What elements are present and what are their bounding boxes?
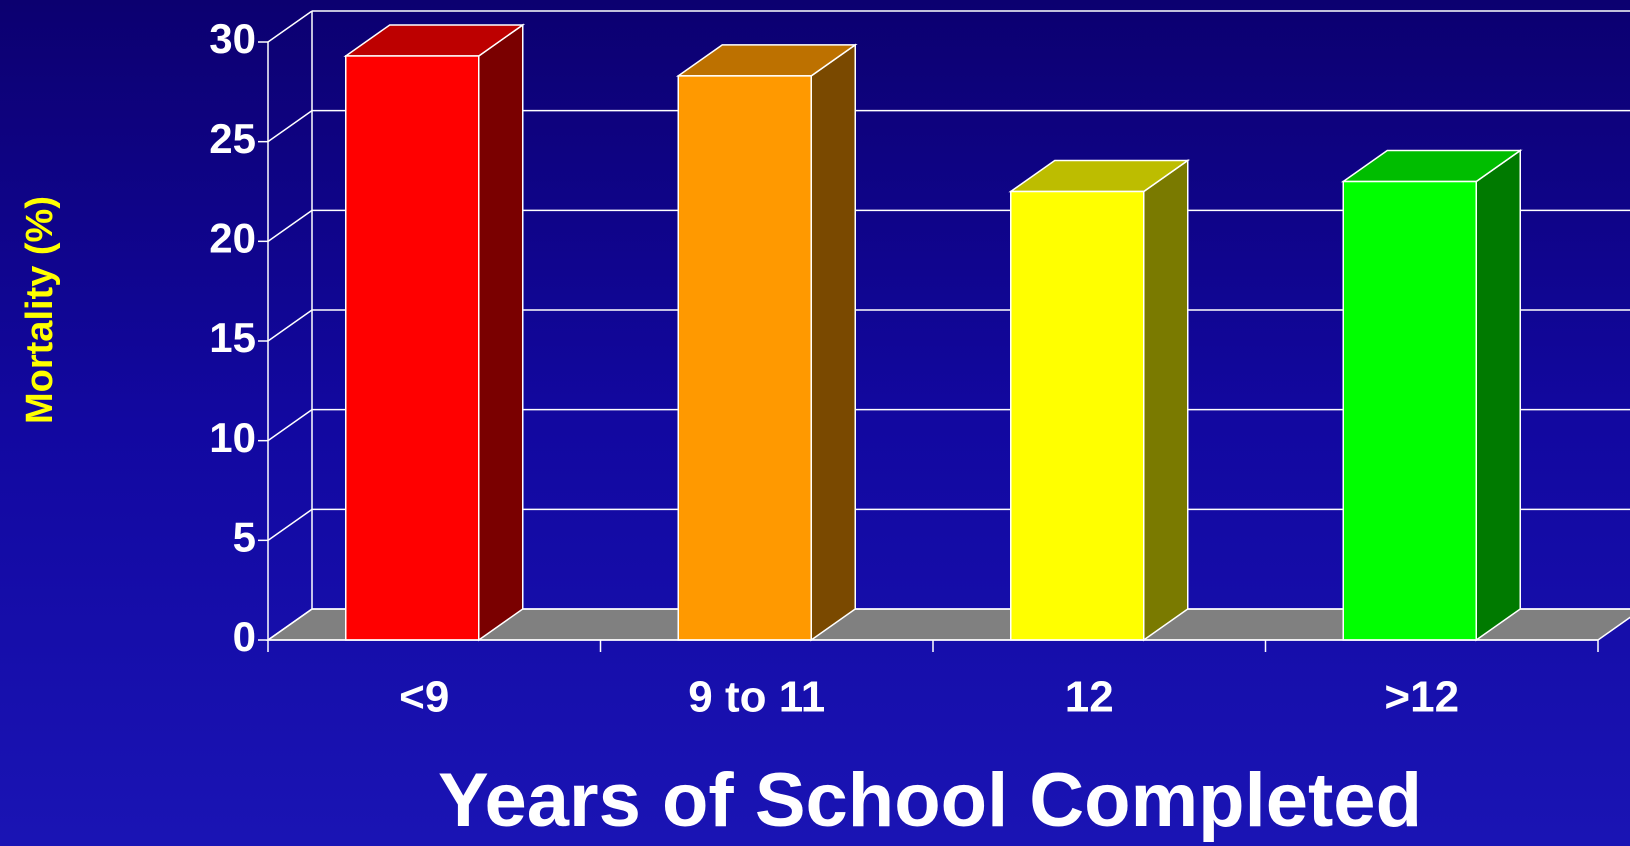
- x-axis-label: Years of School Completed: [438, 758, 1422, 843]
- bar-side: [1475, 149, 1521, 642]
- grid-line: [267, 110, 313, 143]
- x-tick-label: 12: [1065, 673, 1114, 722]
- y-tick-label: 5: [233, 513, 256, 560]
- bar: [345, 55, 480, 641]
- bar: [1010, 190, 1145, 641]
- x-tick-label: 9 to 11: [688, 673, 825, 722]
- bar-side: [478, 23, 524, 642]
- bar-side: [810, 43, 856, 642]
- y-tick-label: 15: [209, 314, 256, 361]
- x-tick-label: <9: [399, 673, 449, 722]
- grid-line: [267, 10, 313, 43]
- bar: [1342, 180, 1477, 641]
- grid-line: [267, 608, 313, 641]
- grid-line: [267, 409, 313, 442]
- y-tick-label: 10: [209, 414, 256, 461]
- grid-line: [267, 209, 313, 242]
- y-tick-label: 30: [209, 15, 256, 62]
- y-tick-label: 0: [233, 613, 256, 660]
- bar: [677, 75, 812, 641]
- grid-line: [267, 508, 313, 541]
- y-axis-label: Mortality (%): [19, 196, 61, 424]
- y-tick-label: 20: [209, 214, 256, 261]
- y-tick-label: 25: [209, 115, 256, 162]
- bar-side: [1143, 159, 1189, 642]
- x-tick-label: >12: [1384, 673, 1459, 722]
- grid-line: [267, 309, 313, 342]
